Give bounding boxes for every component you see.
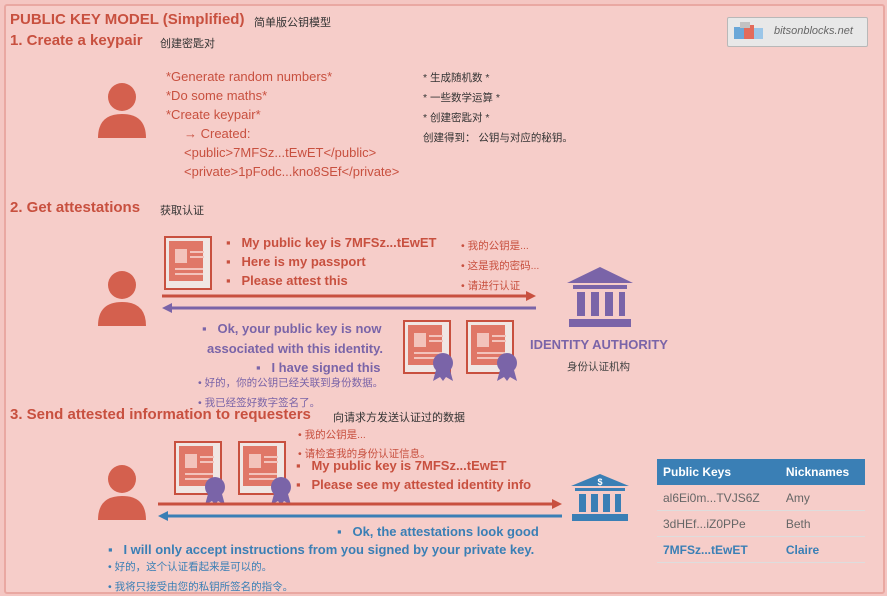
requester-cn-2: • 我将只接受由您的私钥所签名的指令。	[108, 581, 294, 593]
step-create: *Create keypair*	[166, 107, 261, 122]
seal-icon	[433, 353, 453, 381]
table-cell-key: al6Ei0m...TVJS6Z	[657, 485, 780, 511]
bitsonblocks-logo: bitsonblocks.net	[727, 17, 868, 47]
section3-heading-cn: 向请求方发送认证过的数据	[333, 412, 465, 424]
requester-cn-1: • 好的，这个认证看起来是可以的。	[108, 561, 273, 573]
reply-line-1: ▪ Ok, your public key is now	[202, 321, 382, 336]
request-passport: Here is my passport	[241, 254, 366, 269]
reply-text-1: Ok, your public key is now	[217, 321, 382, 336]
requester-reply: ▪ Ok, the attestations look good	[337, 524, 539, 539]
request-list: ▪ My public key is 7MFSz...tEwET ▪ Here …	[226, 235, 437, 288]
request-public-key: My public key is 7MFSz...tEwET	[241, 235, 437, 250]
column-header-public-keys: Public Keys	[657, 459, 780, 485]
seal-icon	[271, 477, 291, 505]
bank-authority-icon	[567, 267, 633, 327]
seal-icon	[205, 477, 225, 505]
bank-requester-icon: $	[571, 474, 629, 521]
reply-cn-2: • 我已经签好数字签名了。	[198, 397, 321, 409]
cubes-icon	[734, 22, 763, 39]
table-row: al6Ei0m...TVJS6Z Amy	[657, 485, 865, 511]
section3-heading: 3. Send attested information to requeste…	[10, 406, 311, 423]
table-cell-key: 3dHEf...iZ0PPe	[657, 510, 780, 537]
requester-instruction-text: I will only accept instructions from you…	[123, 542, 535, 557]
reply-signed-text: I have signed this	[271, 360, 381, 375]
table-cell-nickname: Amy	[779, 485, 865, 511]
reply-cn-1: • 好的，你的公钥已经关联到身份数据。	[198, 377, 384, 389]
user-icon	[98, 83, 146, 138]
authority-label-cn: 身份认证机构	[567, 361, 630, 373]
public-key-line: <public>7MFSz...tEwET</public>	[184, 145, 377, 160]
note-cn-2: * 一些数学运算 *	[423, 92, 501, 104]
section1-heading-cn: 创建密匙对	[160, 38, 215, 50]
page-title: PUBLIC KEY MODEL (Simplified)	[10, 11, 245, 28]
table-cell-key: 7MFSz...tEwET	[657, 536, 780, 563]
attested-document-icon	[174, 441, 222, 495]
logo-text: bitsonblocks.net	[774, 25, 853, 37]
page-title-cn: 简单版公钥模型	[254, 17, 331, 29]
private-key-line: <private>1pFodc...kno8SEf</private>	[184, 164, 400, 179]
attested-document-icon	[238, 441, 286, 495]
request-arrows	[162, 291, 536, 313]
user-icon	[98, 465, 146, 520]
requester-reply-text: Ok, the attestations look good	[352, 524, 539, 539]
passport-document-icon	[164, 236, 212, 290]
user-icon	[98, 271, 146, 326]
column-header-nicknames: Nicknames	[779, 459, 865, 485]
section2-heading: 2. Get attestations	[10, 199, 141, 216]
section3-note-cn-2: • 请检查我的身份认证信息。	[298, 448, 431, 460]
requester-instruction: ▪ I will only accept instructions from y…	[108, 542, 535, 557]
reply-signed: ▪ I have signed this	[256, 360, 381, 375]
step-random: *Generate random numbers*	[166, 69, 333, 84]
note-cn-3: * 创建密匙对 *	[423, 112, 490, 124]
request-attest: Please attest this	[241, 273, 348, 288]
section1-heading: 1. Create a keypair	[10, 32, 143, 49]
table-cell-nickname: Beth	[779, 510, 865, 537]
keypair-steps: *Generate random numbers* *Do some maths…	[166, 67, 332, 124]
section3-note-cn-1: • 我的公钥是...	[298, 429, 366, 441]
seal-icon	[497, 353, 517, 381]
note-cn-1: * 生成随机数 *	[423, 72, 490, 84]
step-maths: *Do some maths*	[166, 88, 268, 103]
section3-requests: ▪ My public key is 7MFSz...tEwET ▪ Pleas…	[296, 458, 532, 492]
section3-request-key: My public key is 7MFSz...tEwET	[311, 458, 507, 473]
table-row: 3dHEf...iZ0PPe Beth	[657, 510, 865, 537]
request-cn-3: • 请进行认证	[461, 280, 521, 292]
table-row-highlighted: 7MFSz...tEwET Claire	[657, 536, 865, 563]
public-keys-table: Public Keys Nicknames al6Ei0m...TVJS6Z A…	[657, 459, 865, 563]
authority-label: IDENTITY AUTHORITY	[530, 337, 668, 352]
note-cn-4: 创建得到： 公钥与对应的秘钥。	[423, 132, 573, 144]
section2-heading-cn: 获取认证	[160, 205, 204, 217]
table-cell-nickname: Claire	[779, 536, 865, 563]
svg-text:$: $	[597, 477, 602, 487]
section3-request-info: Please see my attested identity info	[311, 477, 532, 492]
reply-line-2: associated with this identity.	[207, 341, 384, 356]
created-label: → Created:	[184, 126, 251, 141]
request-cn-2: • 这是我的密码...	[461, 260, 540, 272]
send-arrows	[158, 499, 562, 521]
request-cn-1: • 我的公钥是...	[461, 240, 529, 252]
